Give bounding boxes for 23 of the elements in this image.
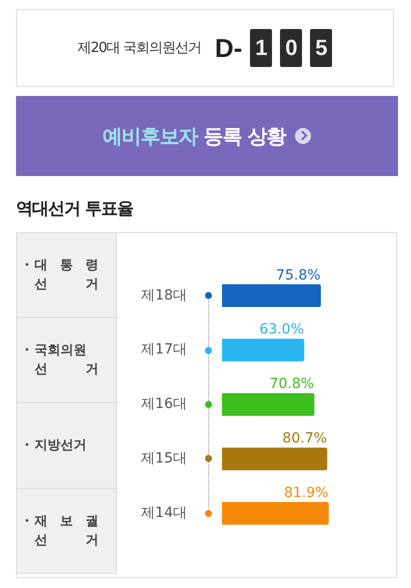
y-tick-label: 제16대 xyxy=(141,396,187,412)
text: · 지방선거 xyxy=(24,436,86,455)
text: 역대선거 투표율 xyxy=(16,198,133,220)
bar xyxy=(222,338,304,362)
text: · 대 통 령 선 거 xyxy=(24,258,98,292)
bar xyxy=(222,284,321,307)
text: · 국회의원 선 거 xyxy=(24,342,98,377)
bar xyxy=(222,448,328,470)
text: · 재 보 궐 선 거 xyxy=(24,514,98,548)
data-label: 75.8% xyxy=(276,267,321,284)
y-tick-label: 제14대 xyxy=(141,505,187,522)
bar xyxy=(222,393,314,416)
y-tick-label: 제17대 xyxy=(141,342,187,358)
bar xyxy=(222,502,329,525)
data-label: 80.7% xyxy=(282,430,327,447)
text: 예비후보자 등록 상황 xyxy=(102,122,286,150)
data-label: 63.0% xyxy=(259,322,304,338)
text: D- 1 0 5 xyxy=(214,32,328,64)
y-tick-label: 제15대 xyxy=(141,450,187,467)
y-tick-label: 제18대 xyxy=(141,287,187,304)
data-label: 70.8% xyxy=(270,376,314,392)
data-label: 81.9% xyxy=(284,485,328,502)
text: 제20대 국회의원선거 xyxy=(78,39,201,57)
